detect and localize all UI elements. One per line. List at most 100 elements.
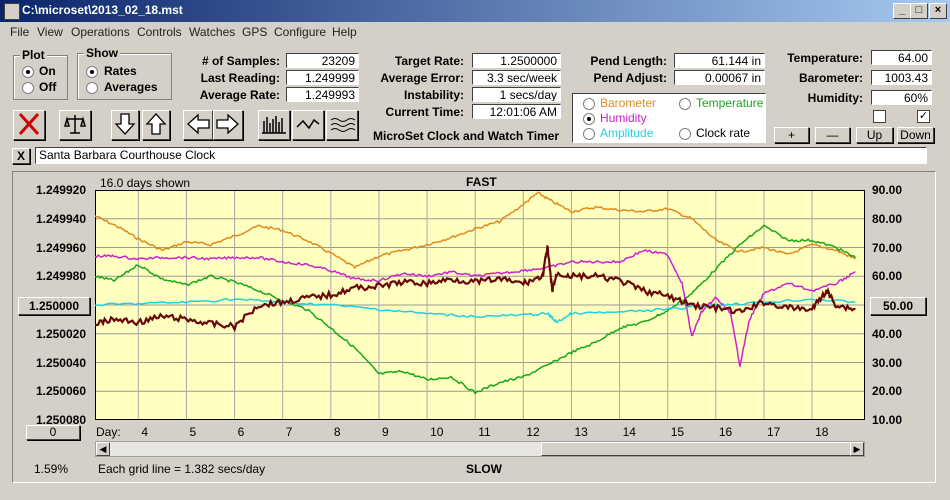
target-rate-field[interactable]: 1.2500000 — [472, 53, 561, 68]
app-icon — [4, 3, 20, 20]
down-button[interactable]: Down — [897, 127, 934, 143]
left-checkbox[interactable] — [873, 110, 886, 123]
clock-name-field[interactable]: Santa Barbara Courthouse Clock — [35, 147, 927, 164]
y-right-tick-label: 70.00 — [872, 240, 903, 255]
average-error-label: Average Error: — [380, 71, 464, 85]
arrow-left-button[interactable] — [183, 110, 213, 140]
x-tick-label: 11 — [478, 425, 491, 439]
clear-button[interactable] — [13, 110, 45, 140]
series-selector: Barometer Temperature Humidity Amplitude… — [572, 93, 766, 143]
series-amplitude-label: Amplitude — [600, 126, 654, 140]
pend-length-field: 61.144 in — [674, 53, 765, 68]
last-reading-field: 1.249999 — [286, 70, 359, 85]
current-time-field: 12:01:06 AM — [472, 104, 561, 119]
up-button[interactable]: Up — [856, 127, 893, 143]
menu-help[interactable]: Help — [332, 25, 357, 39]
menu-configure[interactable]: Configure — [274, 25, 327, 39]
grid-info: Each grid line = 1.382 secs/day — [98, 462, 266, 476]
scale-icon — [64, 115, 86, 134]
series-clockrate-label: Clock rate — [696, 126, 751, 140]
y-left-tick-label: 1.249960 — [35, 240, 86, 255]
center-right-button[interactable]: 50.00 — [870, 297, 926, 315]
x-tick-label: 8 — [333, 425, 341, 439]
plus-button[interactable]: + — [774, 127, 809, 143]
y-left-tick-label: 1.250080 — [35, 413, 86, 427]
x-tick-label: 14 — [622, 425, 636, 439]
scroll-left-button[interactable]: ◀ — [96, 442, 110, 456]
pend-adjust-field: 0.00067 in — [674, 70, 765, 85]
x-tick-label: 9 — [381, 425, 389, 439]
balance-button[interactable] — [59, 110, 91, 140]
show-rates-radio[interactable] — [86, 66, 98, 78]
red-x-icon — [18, 112, 40, 136]
series-temperature-radio[interactable] — [679, 98, 691, 110]
arrow-right-button[interactable] — [213, 110, 243, 140]
y-right-tick-label: 10.00 — [872, 413, 903, 427]
plot-on-radio[interactable] — [22, 66, 34, 78]
series-line-temperature — [95, 224, 856, 395]
minimize-button[interactable]: _ — [893, 3, 911, 19]
chart-panel — [12, 171, 936, 483]
menu-watches[interactable]: Watches — [189, 25, 236, 39]
window-title: C:\microset\2013_02_18.mst — [22, 3, 183, 17]
series-barometer-label: Barometer — [600, 96, 657, 110]
show-rates-label: Rates — [104, 64, 137, 78]
menu-view[interactable]: View — [37, 25, 63, 39]
menu-controls[interactable]: Controls — [137, 25, 182, 39]
temperature-label: Temperature: — [787, 51, 863, 65]
maximize-button[interactable]: □ — [910, 3, 928, 19]
y-right-tick-label: 40.00 — [872, 326, 903, 341]
y-left-tick-label: 1.249980 — [35, 269, 86, 284]
histogram-button[interactable] — [258, 110, 290, 140]
y-right-tick-label: 80.00 — [872, 211, 903, 226]
arrow-up-button[interactable] — [142, 110, 170, 140]
menu-gps[interactable]: GPS — [242, 25, 268, 39]
plot-area — [95, 190, 865, 420]
arrow-right-icon — [216, 113, 239, 135]
x-tick-label: 7 — [285, 425, 293, 439]
x-axis-label: Day: — [96, 425, 121, 439]
pend-length-label: Pend Length: — [590, 54, 667, 68]
x-tick-label: 4 — [141, 425, 148, 439]
arrow-down-button[interactable] — [111, 110, 139, 140]
offset-button[interactable]: 0 — [26, 425, 80, 440]
menu-file[interactable]: File — [10, 25, 30, 39]
menu-operations[interactable]: Operations — [71, 25, 130, 39]
minus-button[interactable]: — — [815, 127, 850, 143]
scroll-right-button[interactable]: ▶ — [850, 442, 864, 456]
target-rate-label: Target Rate: — [394, 54, 464, 68]
samples-label: # of Samples: — [201, 54, 280, 68]
series-humidity-radio[interactable] — [583, 113, 595, 125]
x-tick-label: 10 — [430, 425, 444, 439]
menu-bar: File View Operations Controls Watches GP… — [0, 22, 950, 42]
wave-button[interactable] — [326, 110, 358, 140]
humidity-field: 60% — [871, 90, 932, 105]
x-tick-label: 5 — [189, 425, 197, 439]
show-averages-radio[interactable] — [86, 82, 98, 94]
pend-adjust-label: Pend Adjust: — [593, 71, 667, 85]
close-window-button[interactable]: × — [929, 3, 947, 19]
arrow-down-icon — [114, 113, 136, 135]
histogram-icon — [262, 116, 286, 134]
center-rate-button[interactable]: 1.250000 — [18, 297, 90, 315]
x-tick-label: 12 — [526, 425, 540, 439]
fast-label: FAST — [466, 175, 497, 189]
x-tick-label: 6 — [237, 425, 245, 439]
last-reading-label: Last Reading: — [200, 71, 280, 85]
show-group: Show Rates Averages — [77, 46, 172, 100]
right-checkbox[interactable]: ✓ — [917, 110, 930, 123]
line-graph-button[interactable] — [292, 110, 324, 140]
y-left-tick-label: 1.250060 — [35, 384, 86, 399]
series-barometer-radio[interactable] — [583, 98, 595, 110]
scroll-thumb[interactable] — [541, 442, 851, 456]
barometer-field: 1003.43 — [871, 70, 932, 85]
series-clockrate-radio[interactable] — [679, 128, 691, 140]
average-rate-field: 1.249993 — [286, 87, 359, 102]
samples-field: 23209 — [286, 53, 359, 68]
chart-scrollbar[interactable]: ◀ ▶ — [95, 441, 865, 457]
plot-off-radio[interactable] — [22, 82, 34, 94]
y-left-tick-label: 1.250020 — [35, 326, 86, 341]
series-line-clock-rate — [95, 245, 856, 333]
close-name-button[interactable]: X — [12, 148, 30, 164]
series-amplitude-radio[interactable] — [583, 128, 595, 140]
